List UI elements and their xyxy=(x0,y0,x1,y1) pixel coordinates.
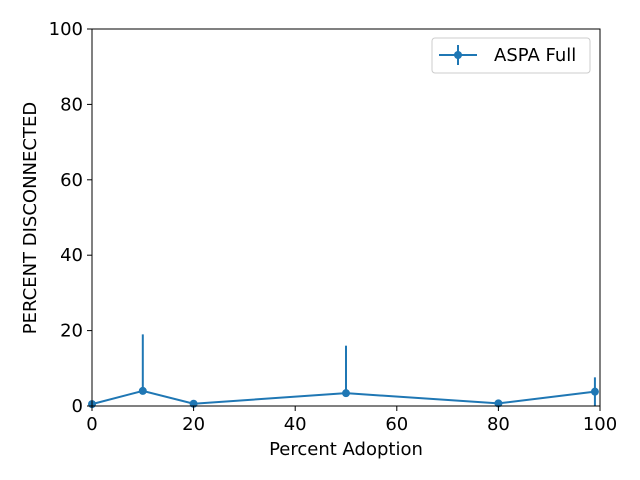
x-tick-label: 80 xyxy=(487,414,510,435)
y-tick-label: 80 xyxy=(60,94,83,115)
y-tick-label: 0 xyxy=(72,396,83,417)
data-point xyxy=(138,386,147,395)
legend-label: ASPA Full xyxy=(494,45,576,66)
x-tick-label: 0 xyxy=(86,414,97,435)
legend: ASPA Full xyxy=(431,37,591,74)
legend-point-marker xyxy=(454,51,462,59)
y-axis-label: PERCENT DISCONNECTED xyxy=(20,102,41,334)
legend-box xyxy=(431,37,591,74)
data-point xyxy=(494,399,503,408)
x-tick-label: 100 xyxy=(583,414,617,435)
y-tick-label: 40 xyxy=(60,245,83,266)
data-point xyxy=(342,389,350,398)
x-axis-ticks: 0 20 40 60 80 100 xyxy=(86,406,617,435)
y-axis-ticks: 0 20 40 60 80 100 xyxy=(49,19,92,417)
x-tick-label: 60 xyxy=(385,414,408,435)
x-tick-label: 40 xyxy=(284,414,307,435)
plot-frame xyxy=(91,28,601,407)
data-point xyxy=(590,387,599,396)
series-line xyxy=(91,389,596,406)
x-axis-label: Percent Adoption xyxy=(269,439,423,460)
x-tick-label: 20 xyxy=(182,414,205,435)
y-tick-label: 100 xyxy=(49,19,83,40)
y-tick-label: 20 xyxy=(60,321,83,342)
y-tick-label: 60 xyxy=(60,170,83,191)
